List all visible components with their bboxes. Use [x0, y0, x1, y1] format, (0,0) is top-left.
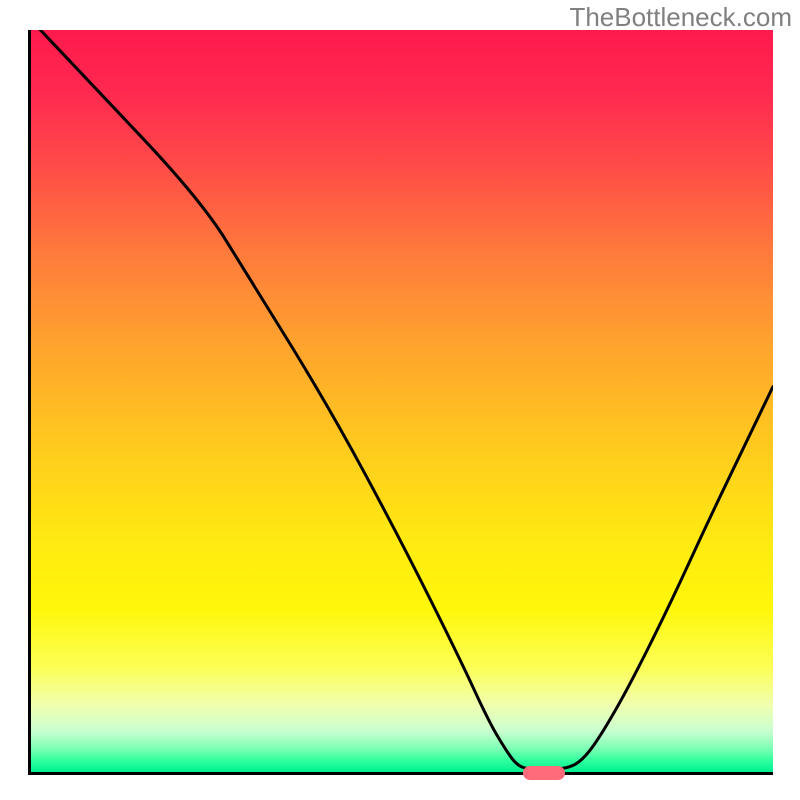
optimal-marker	[523, 766, 565, 780]
watermark-text: TheBottleneck.com	[569, 2, 792, 33]
bottleneck-curve	[31, 30, 773, 772]
chart-area	[28, 30, 773, 775]
